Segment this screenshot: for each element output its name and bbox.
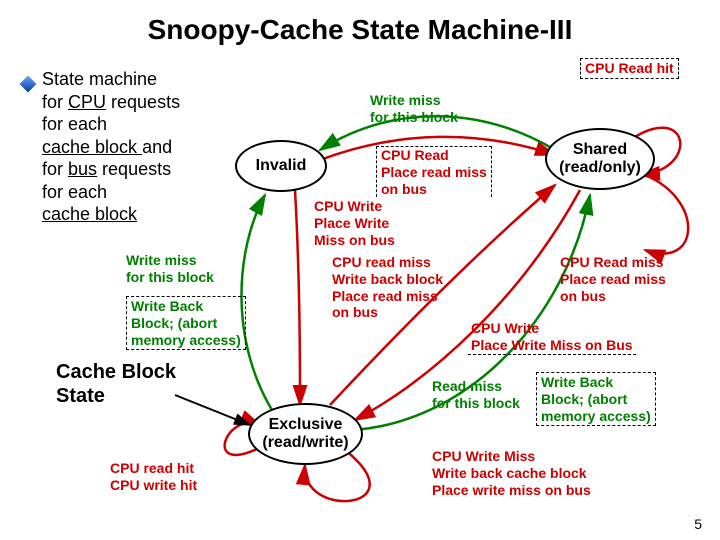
label-cpu-rw-hit: CPU read hit CPU write hit — [110, 460, 197, 494]
label-cpu-read-miss-mid: CPU read miss Write back block Place rea… — [332, 254, 443, 321]
desc-line2b: CPU — [68, 92, 106, 112]
label-cpu-read-place: CPU Read Place read miss on bus — [376, 146, 492, 197]
label-write-miss-left: Write miss for this block — [126, 252, 214, 286]
bullet-icon — [20, 76, 37, 93]
desc-line3: for each — [42, 114, 107, 134]
desc-line4a: cache block — [42, 137, 142, 157]
label-write-back-left: Write Back Block; (abort memory access) — [126, 296, 246, 350]
desc-line5b: bus — [68, 159, 97, 179]
cache-block-state-label: Cache Block State — [56, 360, 176, 408]
label-cpu-write-miss-bottom: CPU Write Miss Write back cache block Pl… — [432, 448, 591, 498]
desc-line7: cache block — [42, 204, 137, 224]
label-read-miss-block: Read miss for this block — [432, 378, 520, 412]
label-cpu-read-hit-top: CPU Read hit — [580, 58, 679, 79]
desc-line2a: for — [42, 92, 68, 112]
desc-line5c: requests — [97, 159, 171, 179]
desc-line1: State machine — [42, 69, 157, 89]
state-invalid: Invalid — [235, 140, 327, 192]
state-exclusive: Exclusive (read/write) — [248, 403, 363, 465]
label-cpu-write-bus: CPU Write Place Write Miss on Bus — [468, 320, 636, 355]
slide-title: Snoopy-Cache State Machine-III — [0, 14, 720, 46]
state-shared-label: Shared (read/only) — [559, 141, 641, 177]
desc-line2c: requests — [106, 92, 180, 112]
desc-line5a: for — [42, 159, 68, 179]
label-cpu-write-place: CPU Write Place Write Miss on bus — [314, 198, 395, 248]
desc-line6: for each — [42, 182, 107, 202]
label-write-back-right: Write Back Block; (abort memory access) — [536, 372, 656, 426]
page-number: 5 — [694, 516, 702, 532]
state-exclusive-label: Exclusive (read/write) — [262, 416, 348, 452]
label-write-miss-top: Write miss for this block — [370, 92, 458, 126]
description-text: State machine for CPU requests for each … — [42, 68, 242, 226]
label-cpu-read-miss-right: CPU Read miss Place read miss on bus — [560, 254, 666, 304]
state-shared: Shared (read/only) — [545, 128, 655, 190]
state-invalid-label: Invalid — [256, 157, 307, 175]
desc-line4b: and — [142, 137, 172, 157]
